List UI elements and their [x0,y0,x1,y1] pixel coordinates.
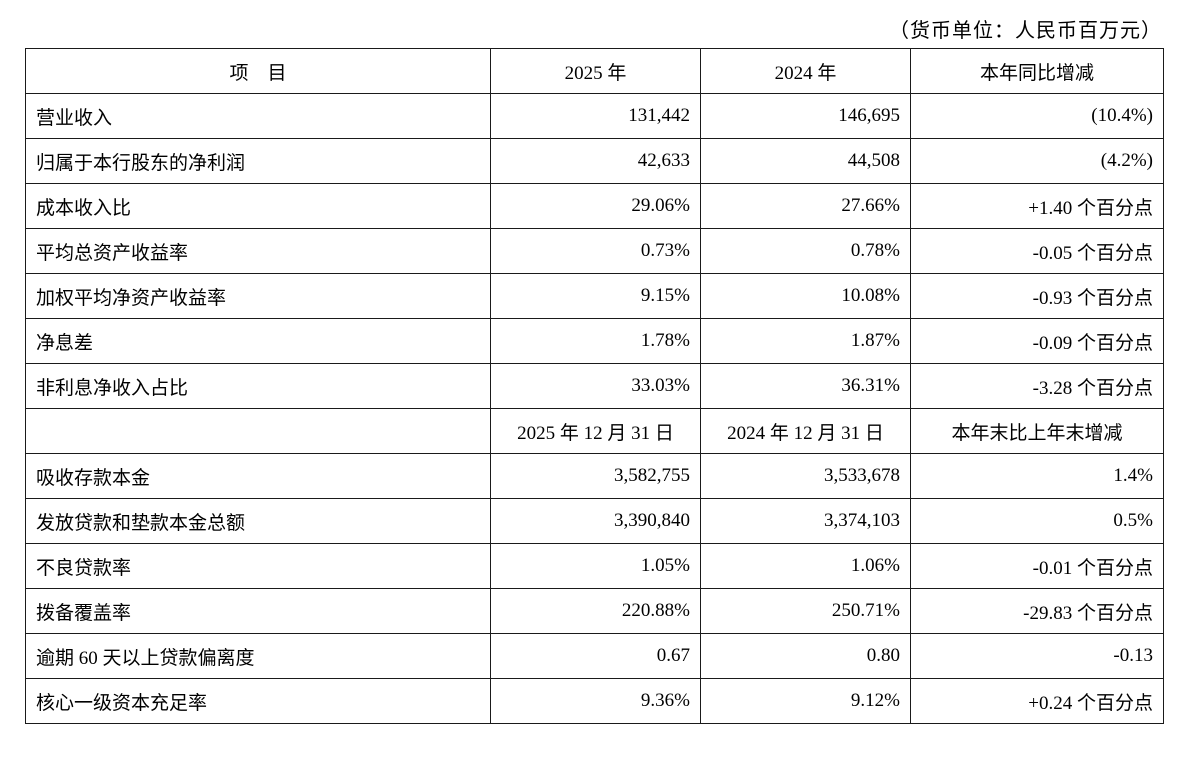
value-2024-cell: 1.06% [700,543,911,589]
value-2025-cell: 29.06% [490,183,701,229]
table-row: 吸收存款本金 3,582,755 3,533,678 1.4% [25,453,1164,499]
change-cell: -0.13 [910,633,1164,679]
row-label-cell: 核心一级资本充足率 [25,678,491,724]
change-cell: (4.2%) [910,138,1164,184]
row-label-cell: 归属于本行股东的净利润 [25,138,491,184]
value-2025-cell: 3,582,755 [490,453,701,499]
change-cell: +0.24 个百分点 [910,678,1164,724]
table-row: 拨备覆盖率 220.88% 250.71% -29.83 个百分点 [25,588,1164,634]
row-label-cell: 逾期 60 天以上贷款偏离度 [25,633,491,679]
row-label-cell: 发放贷款和垫款本金总额 [25,498,491,544]
row-label-cell: 成本收入比 [25,183,491,229]
value-2025-cell: 1.05% [490,543,701,589]
value-2024-cell: 3,533,678 [700,453,911,499]
value-2025-cell: 3,390,840 [490,498,701,544]
change-cell: 0.5% [910,498,1164,544]
row-label-cell: 净息差 [25,318,491,364]
value-2024-cell: 36.31% [700,363,911,409]
value-2024-cell: 9.12% [700,678,911,724]
change-cell: (10.4%) [910,93,1164,139]
value-2024-cell: 2024 年 12 月 31 日 [700,408,911,454]
header-yoy-change: 本年同比增减 [910,48,1164,94]
value-2025-cell: 2025 年 12 月 31 日 [490,408,701,454]
table-row: 逾期 60 天以上贷款偏离度 0.67 0.80 -0.13 [25,633,1164,679]
value-2025-cell: 42,633 [490,138,701,184]
value-2025-cell: 0.67 [490,633,701,679]
section-header-row: 2025 年 12 月 31 日 2024 年 12 月 31 日本年末比上年末增… [25,408,1164,454]
row-label-cell [25,408,491,454]
change-cell: -3.28 个百分点 [910,363,1164,409]
table-row: 非利息净收入占比 33.03% 36.31% -3.28 个百分点 [25,363,1164,409]
table-row: 净息差 1.78% 1.87% -0.09 个百分点 [25,318,1164,364]
row-label-cell: 不良贷款率 [25,543,491,589]
table-body: 营业收入 131,442 146,695 (10.4%) 归属于本行股东的净利润 42,6… [25,93,1164,724]
change-cell: +1.40 个百分点 [910,183,1164,229]
value-2024-cell: 27.66% [700,183,911,229]
row-label-cell: 拨备覆盖率 [25,588,491,634]
row-label-cell: 加权平均净资产收益率 [25,273,491,319]
value-2025-cell: 33.03% [490,363,701,409]
value-2025-cell: 9.36% [490,678,701,724]
table-row: 营业收入 131,442 146,695 (10.4%) [25,93,1164,139]
value-2025-cell: 9.15% [490,273,701,319]
change-cell: -0.93 个百分点 [910,273,1164,319]
value-2025-cell: 220.88% [490,588,701,634]
value-2024-cell: 10.08% [700,273,911,319]
row-label-cell: 平均总资产收益率 [25,228,491,274]
value-2025-cell: 131,442 [490,93,701,139]
row-label-cell: 吸收存款本金 [25,453,491,499]
table-row: 核心一级资本充足率 9.36% 9.12% +0.24 个百分点 [25,678,1164,724]
table-row: 归属于本行股东的净利润 42,633 44,508 (4.2%) [25,138,1164,184]
change-cell: -0.05 个百分点 [910,228,1164,274]
value-2024-cell: 44,508 [700,138,911,184]
header-row: 项 目 2025 年 2024 年 本年同比增减 [25,48,1164,94]
header-2024: 2024 年 [700,48,911,94]
change-cell: 本年末比上年末增减 [910,408,1164,454]
value-2024-cell: 1.87% [700,318,911,364]
change-cell: 1.4% [910,453,1164,499]
value-2025-cell: 0.73% [490,228,701,274]
change-cell: -0.09 个百分点 [910,318,1164,364]
change-cell: -0.01 个百分点 [910,543,1164,589]
value-2025-cell: 1.78% [490,318,701,364]
currency-unit-note: （货币单位：人民币百万元） [889,20,1162,42]
header-2025: 2025 年 [490,48,701,94]
table-row: 成本收入比 29.06% 27.66% +1.40 个百分点 [25,183,1164,229]
financial-summary-table: 项 目 2025 年 2024 年 本年同比增减 营业收入 131,442 146,… [25,48,1164,724]
change-cell: -29.83 个百分点 [910,588,1164,634]
value-2024-cell: 3,374,103 [700,498,911,544]
table-row: 加权平均净资产收益率 9.15% 10.08% -0.93 个百分点 [25,273,1164,319]
table-row: 平均总资产收益率 0.73% 0.78% -0.05 个百分点 [25,228,1164,274]
value-2024-cell: 250.71% [700,588,911,634]
table-row: 发放贷款和垫款本金总额 3,390,840 3,374,103 0.5% [25,498,1164,544]
value-2024-cell: 0.80 [700,633,911,679]
row-label-cell: 非利息净收入占比 [25,363,491,409]
value-2024-cell: 0.78% [700,228,911,274]
value-2024-cell: 146,695 [700,93,911,139]
header-item: 项 目 [25,48,491,94]
table-row: 不良贷款率 1.05% 1.06% -0.01 个百分点 [25,543,1164,589]
row-label-cell: 营业收入 [25,93,491,139]
